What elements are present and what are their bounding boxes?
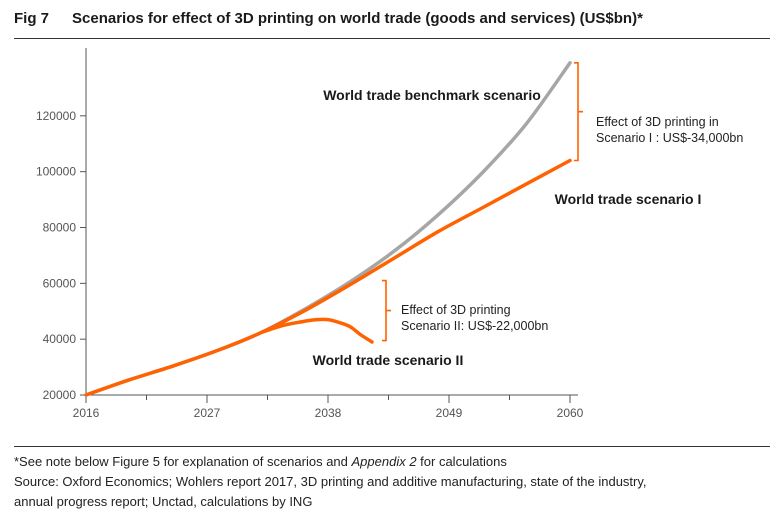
x-tick-label: 2049 [436,406,463,420]
y-tick-label: 100000 [36,165,76,179]
x-tick-label: 2038 [315,406,342,420]
effect-1-bracket [574,61,583,162]
appendix-reference: Appendix 2 [351,454,417,469]
figure-label: Fig 7 [14,10,50,27]
x-tick-label: 2060 [557,406,584,420]
chart-title: Scenarios for effect of 3D printing on w… [72,10,643,27]
y-tick-label: 20000 [43,388,77,402]
y-tick-label: 120000 [36,109,76,123]
effect-2-label-line-2: Scenario II: US$-22,000bn [401,319,548,333]
note-suffix: for calculations [416,454,507,469]
effect-2-bracket [382,279,391,342]
x-tick-label: 2027 [194,406,221,420]
effect-1-label-line-2: Scenario I : US$-34,000bn [596,131,743,145]
note-prefix: *See note below Figure 5 for explanation… [14,454,352,469]
figure-header: Fig 7 Scenarios for effect of 3D printin… [14,8,770,38]
scenario-note: *See note below Figure 5 for explanation… [14,452,774,472]
effect-2-label-line-1: Effect of 3D printing [401,303,511,317]
title-divider [14,38,770,39]
scenario-2-series-line [260,317,374,344]
y-tick-label: 40000 [43,332,77,346]
scenario-1-label: World trade scenario I [555,191,702,207]
footer-divider [14,446,770,447]
x-tick-label: 2016 [73,406,100,420]
footnotes: *See note below Figure 5 for explanation… [14,452,774,512]
y-tick-label: 60000 [43,276,77,290]
effect-1-label-line-1: Effect of 3D printing in [596,115,719,129]
source-line-2: annual progress report; Unctad, calculat… [14,494,313,509]
scenario-1-series-line [84,158,572,397]
scenario-2-label: World trade scenario II [313,352,464,368]
benchmark-label: World trade benchmark scenario [323,87,541,103]
benchmark-series-line [84,61,572,397]
source-line-1: Source: Oxford Economics; Wohlers report… [14,474,647,489]
line-chart: 20000 40000 60000 80000 100000 120000 2016 2027… [36,48,743,420]
y-tick-label: 80000 [43,221,77,235]
